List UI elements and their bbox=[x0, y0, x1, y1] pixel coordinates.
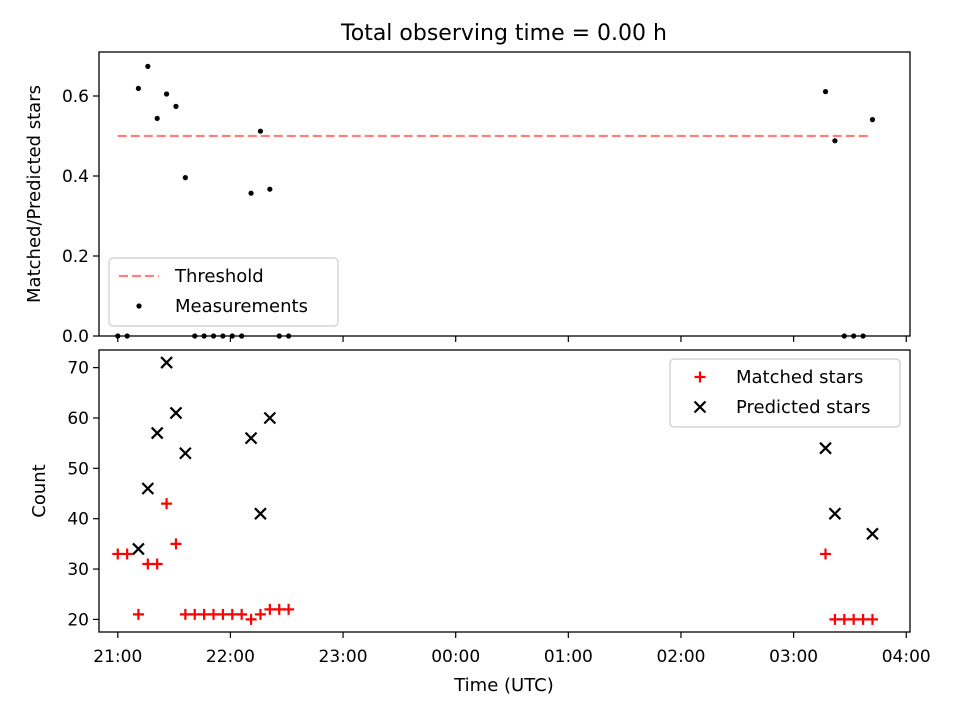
y-tick-label: 70 bbox=[67, 359, 89, 379]
data-point bbox=[173, 103, 179, 109]
data-point bbox=[163, 91, 170, 97]
series-matched-stars bbox=[112, 498, 878, 625]
x-tick-label: 00:00 bbox=[431, 647, 480, 667]
chart-title: Total observing time = 0.00 h bbox=[340, 21, 667, 46]
data-point bbox=[161, 498, 173, 510]
legend-label: Matched stars bbox=[736, 367, 863, 388]
data-point bbox=[160, 356, 173, 369]
bottom-panel: 20 30 40 50 60 70 21:00 22:00 23:00 00:00 01:00 02:… bbox=[29, 349, 931, 667]
data-point bbox=[121, 548, 133, 560]
data-point bbox=[189, 608, 201, 620]
y-tick-label: 0.2 bbox=[62, 247, 89, 267]
data-point bbox=[866, 613, 878, 625]
y-tick-label: 0.6 bbox=[62, 87, 89, 107]
legend-swatch bbox=[693, 400, 707, 414]
data-point bbox=[150, 426, 164, 440]
data-point bbox=[169, 406, 183, 420]
data-point bbox=[244, 431, 258, 445]
data-point bbox=[283, 603, 295, 615]
y-tick-label: 40 bbox=[67, 510, 89, 530]
x-tick-label: 02:00 bbox=[656, 647, 705, 667]
data-point bbox=[112, 548, 124, 560]
data-point bbox=[217, 608, 229, 620]
data-point bbox=[182, 175, 188, 181]
legend-swatch bbox=[136, 303, 142, 309]
y-tick-label: 20 bbox=[67, 610, 89, 630]
x-tick-label: 22:00 bbox=[206, 647, 255, 667]
data-point bbox=[832, 138, 838, 144]
data-point bbox=[141, 482, 155, 495]
data-point bbox=[822, 89, 829, 95]
data-point bbox=[267, 186, 273, 192]
y-tick-label: 50 bbox=[67, 459, 89, 479]
legend-label: Predicted stars bbox=[736, 397, 870, 418]
legend-swatch bbox=[694, 371, 706, 383]
data-point bbox=[179, 608, 191, 620]
y-axis-label: Count bbox=[29, 464, 50, 517]
data-point bbox=[132, 542, 145, 556]
data-point bbox=[869, 117, 876, 123]
data-point bbox=[245, 613, 257, 625]
legend-label: Measurements bbox=[175, 296, 308, 317]
series-measurements bbox=[115, 63, 876, 339]
data-point bbox=[828, 507, 842, 520]
data-point bbox=[819, 441, 832, 455]
y-tick-label: 30 bbox=[67, 560, 89, 580]
plot-frame bbox=[98, 349, 911, 633]
data-point bbox=[838, 613, 850, 625]
plot-frame bbox=[98, 51, 911, 337]
data-point bbox=[857, 613, 869, 625]
data-point bbox=[132, 608, 144, 620]
data-point bbox=[236, 608, 248, 620]
data-point bbox=[135, 85, 142, 91]
legend-box bbox=[669, 358, 901, 428]
data-point bbox=[257, 128, 264, 134]
data-point bbox=[866, 527, 879, 541]
data-point bbox=[263, 411, 277, 425]
data-point bbox=[248, 190, 254, 196]
x-tick-label: 01:00 bbox=[544, 647, 593, 667]
data-point bbox=[170, 538, 182, 550]
x-axis-label: Time (UTC) bbox=[453, 675, 554, 696]
data-point bbox=[254, 507, 267, 520]
data-point bbox=[154, 115, 160, 121]
y-axis-label: Matched/Predicted stars bbox=[24, 85, 45, 303]
legend-box bbox=[108, 257, 339, 327]
data-point bbox=[151, 558, 163, 570]
x-tick-label: 21:00 bbox=[93, 647, 142, 667]
data-point bbox=[264, 603, 276, 615]
legend-label: Threshold bbox=[174, 266, 264, 287]
data-point bbox=[829, 613, 841, 625]
data-point bbox=[142, 558, 154, 570]
data-point bbox=[179, 446, 192, 460]
x-tick-label: 04:00 bbox=[882, 647, 931, 667]
data-point bbox=[145, 63, 151, 69]
data-point bbox=[208, 608, 220, 620]
data-point bbox=[198, 608, 210, 620]
data-point bbox=[820, 548, 832, 560]
legend: Threshold Measurements bbox=[108, 257, 339, 327]
y-tick-label: 60 bbox=[67, 409, 89, 429]
x-tick-label: 03:00 bbox=[769, 647, 818, 667]
data-point bbox=[273, 603, 285, 615]
y-tick-label: 0.4 bbox=[62, 167, 89, 187]
x-tick-label: 23:00 bbox=[319, 647, 368, 667]
series-predicted-stars bbox=[132, 356, 879, 556]
data-point bbox=[848, 613, 860, 625]
data-point bbox=[226, 608, 238, 620]
legend: Matched stars Predicted stars bbox=[669, 358, 901, 428]
data-point bbox=[254, 608, 266, 620]
y-tick-label: 0.0 bbox=[62, 327, 89, 347]
top-panel: 0.0 0.2 0.4 0.6 Matched/Predicted stars Thres… bbox=[24, 51, 911, 347]
